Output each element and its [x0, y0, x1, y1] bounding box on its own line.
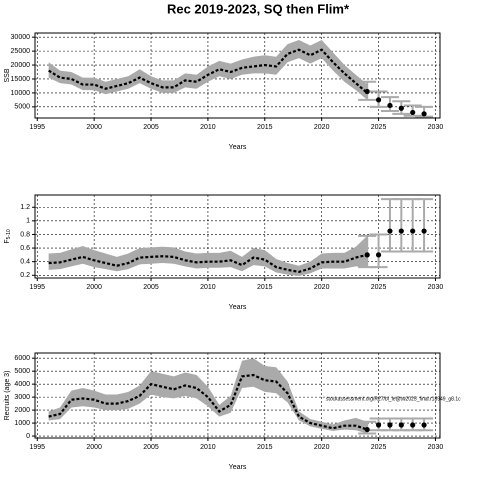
y-tick-label: 0.6 [20, 245, 30, 252]
x-tick-label: 2010 [200, 444, 216, 451]
x-tick-label: 2020 [314, 124, 330, 131]
plot-frame [34, 352, 441, 439]
estimate-line [48, 48, 368, 94]
x-tick-label: 1995 [29, 444, 45, 451]
x-tick-label: 2005 [143, 284, 159, 291]
y-axis-label-main: SSB [4, 68, 11, 82]
plot-frame [34, 194, 441, 279]
x-tick-label: 2030 [428, 284, 444, 291]
y-tick-label: 25000 [11, 48, 31, 55]
x-tick-label: 2020 [314, 444, 330, 451]
projection-point [398, 228, 404, 234]
y-tick-label: 1000 [14, 420, 30, 427]
y-tick-label: 15000 [11, 76, 31, 83]
confidence-band [48, 235, 368, 276]
projection-point [398, 105, 404, 111]
x-tick-label: 2025 [371, 444, 387, 451]
y-tick-label: 5000 [14, 104, 30, 111]
projection-point [410, 109, 416, 116]
y-axis-label: SSB [4, 68, 11, 82]
projection-point [398, 422, 404, 428]
y-axis-label: Recruits (age 3) [4, 371, 11, 421]
x-tick-label: 2020 [314, 284, 330, 291]
estimate-line [48, 373, 368, 431]
x-tick-label: 1995 [29, 124, 45, 131]
x-tick-label: 2010 [200, 124, 216, 131]
confidence-band [48, 39, 368, 100]
projection-point [410, 228, 416, 234]
projection-point [387, 228, 393, 234]
projection-point [410, 422, 416, 428]
chart-title: Rec 2019-2023, SQ then Flim* [167, 1, 350, 16]
projection-point [375, 422, 382, 428]
y-tick-label: 30000 [11, 34, 31, 41]
projection-point [421, 422, 427, 428]
x-axis-label: Years [229, 304, 247, 311]
y-axis-label-sub: 5-10 [6, 229, 12, 239]
x-tick-label: 2010 [200, 284, 216, 291]
y-tick-label: 20000 [11, 62, 31, 69]
projection-point [364, 88, 370, 95]
y-tick-label: 3000 [14, 394, 30, 401]
projection-point [375, 97, 382, 103]
x-tick-label: 2030 [428, 124, 444, 131]
x-tick-label: 2015 [257, 284, 273, 291]
annotation: stockassessment.org/R27/bl_le@tw2025_fin… [326, 396, 461, 402]
projection-point [421, 228, 427, 234]
projection-point [364, 252, 370, 258]
y-tick-label: 0 [26, 433, 30, 440]
x-tick-label: 2015 [257, 444, 273, 451]
x-axis-label: Years [229, 144, 247, 151]
x-tick-label: 2015 [257, 124, 273, 131]
x-tick-label: 2000 [86, 284, 102, 291]
x-tick-label: 2025 [371, 124, 387, 131]
y-tick-label: 10000 [11, 90, 31, 97]
plot-frame [34, 32, 441, 119]
x-tick-label: 2030 [428, 444, 444, 451]
estimate-line [48, 253, 368, 274]
y-tick-label: 4000 [14, 381, 30, 388]
x-axis-label: Years [229, 464, 247, 471]
y-axis-label-main: F [4, 239, 11, 243]
y-axis-label: F5-10 [4, 229, 12, 244]
y-tick-label: 0.8 [20, 231, 30, 238]
projection-point [421, 111, 427, 117]
projection-point [364, 426, 370, 433]
y-tick-label: 5000 [14, 368, 30, 375]
y-tick-label: 1 [26, 218, 30, 225]
x-tick-label: 2005 [143, 444, 159, 451]
x-tick-label: 2005 [143, 124, 159, 131]
x-tick-label: 2000 [86, 124, 102, 131]
y-tick-label: 2000 [14, 407, 30, 414]
x-tick-label: 2025 [371, 284, 387, 291]
y-tick-label: 1.2 [20, 204, 30, 211]
y-tick-label: 6000 [14, 355, 30, 362]
x-tick-label: 2000 [86, 444, 102, 451]
projection-point [387, 102, 393, 109]
y-axis-label-main: Recruits (age 3) [4, 371, 11, 421]
y-tick-label: 0.4 [20, 259, 30, 266]
y-tick-label: 0.2 [20, 272, 30, 279]
x-tick-label: 1995 [29, 284, 45, 291]
projection-point [375, 252, 382, 258]
projection-point [387, 422, 393, 428]
